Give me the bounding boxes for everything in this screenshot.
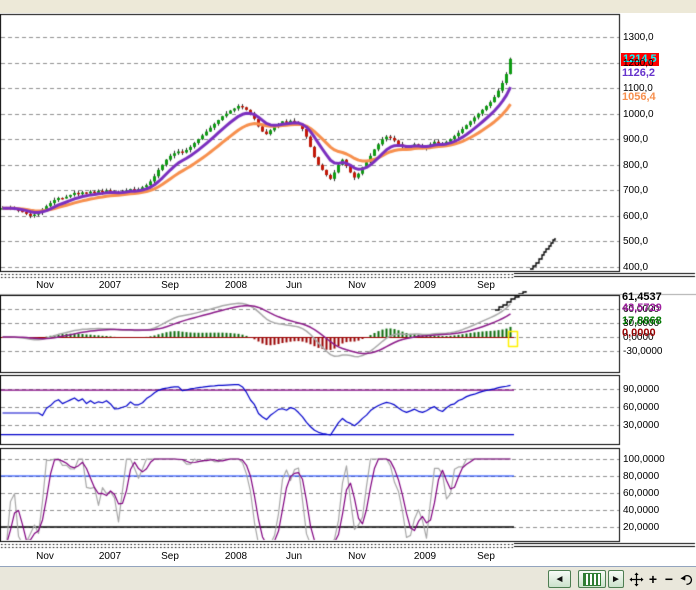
scroll-left-button[interactable]: ◄ bbox=[548, 570, 571, 588]
zoom-out-button[interactable]: − bbox=[660, 570, 678, 588]
bar-spacing-icon bbox=[583, 572, 601, 586]
scroll-right-button[interactable]: ► bbox=[608, 570, 624, 588]
bar-spacing-button[interactable] bbox=[578, 570, 606, 588]
scroll-left-icon: ◄ bbox=[554, 573, 565, 585]
move-cross-icon bbox=[628, 571, 644, 587]
pan-button[interactable] bbox=[627, 570, 645, 588]
zoom-in-button[interactable]: + bbox=[644, 570, 662, 588]
undo-arrow-icon bbox=[679, 574, 692, 585]
bottom-toolbar: ◄ ► + − bbox=[0, 566, 696, 590]
zoom-out-icon: − bbox=[664, 571, 674, 587]
zoom-in-icon: + bbox=[648, 571, 658, 587]
undo-zoom-button[interactable] bbox=[677, 570, 695, 588]
window-top-strip bbox=[0, 0, 696, 13]
scroll-right-icon: ► bbox=[611, 573, 621, 585]
